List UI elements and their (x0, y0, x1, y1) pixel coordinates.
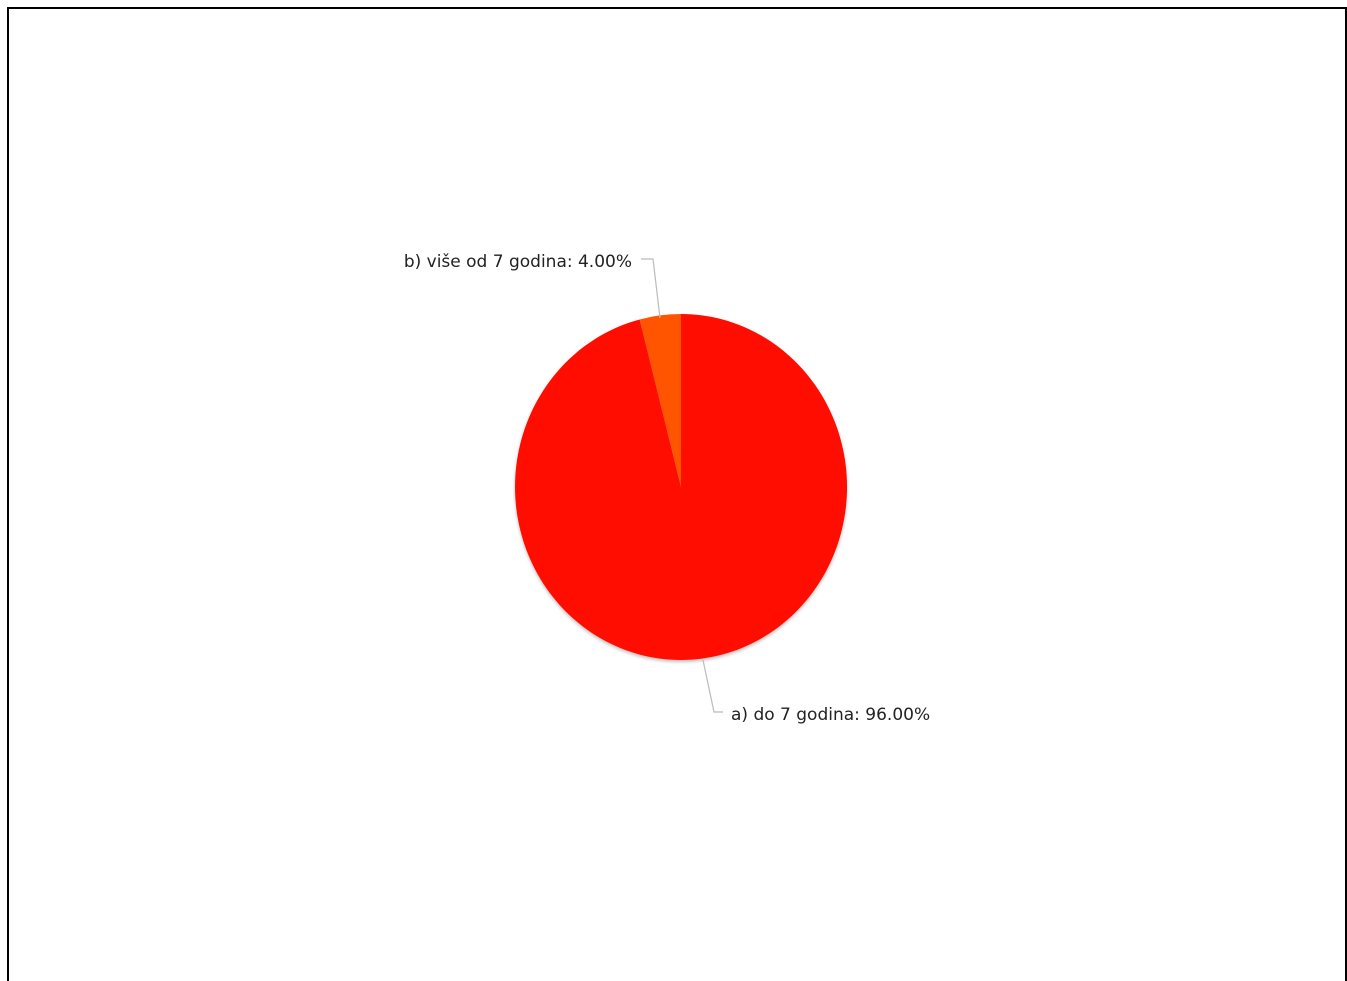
slice-label-0: a) do 7 godina: 96.00% (731, 705, 930, 725)
pie-slices (515, 314, 848, 660)
slice-labels: a) do 7 godina: 96.00% b) više od 7 godin… (404, 252, 930, 725)
slice-label-1: b) više od 7 godina: 4.00% (404, 252, 632, 272)
pie-slice-0 (515, 314, 848, 660)
label-connector-0 (702, 659, 723, 713)
pie-slice-1 (639, 314, 681, 487)
label-connectors (641, 258, 723, 713)
label-connector-1 (641, 258, 661, 319)
